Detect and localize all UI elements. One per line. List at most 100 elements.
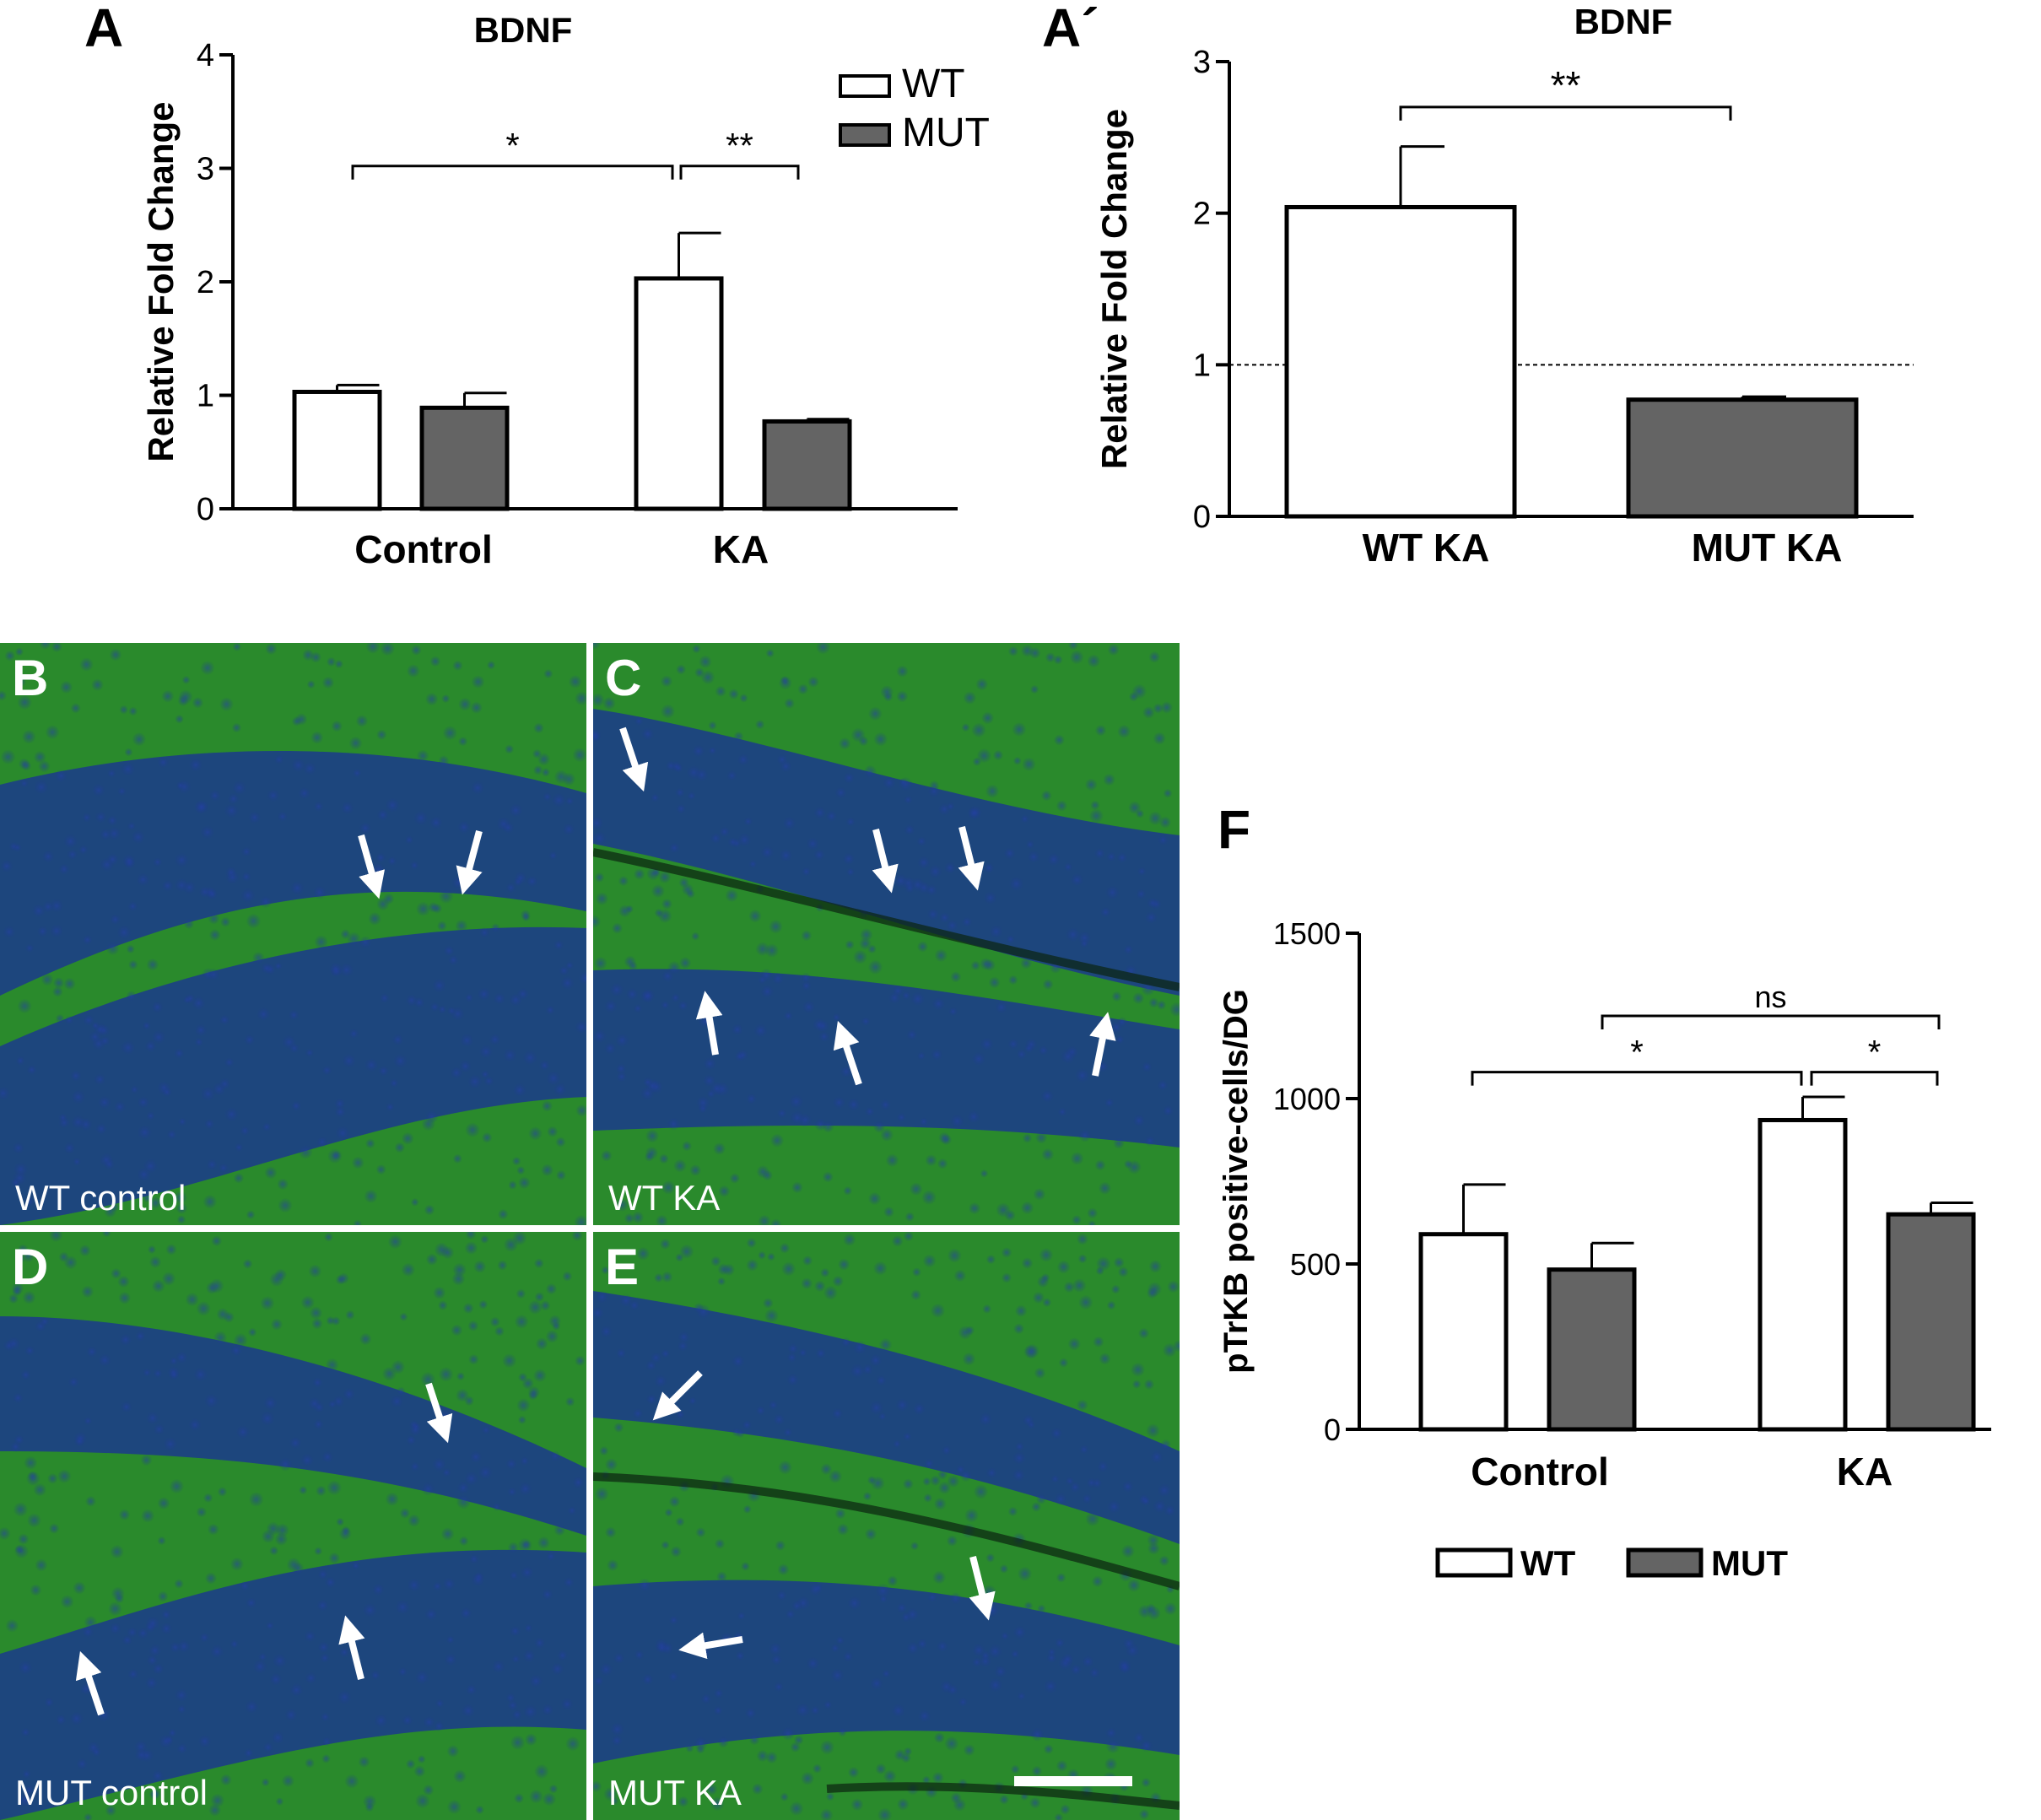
nucleus xyxy=(289,881,305,896)
nucleus xyxy=(664,1508,673,1517)
nucleus xyxy=(440,1245,455,1260)
nucleus xyxy=(795,1703,811,1718)
nucleus xyxy=(695,1526,706,1538)
nucleus xyxy=(240,888,256,904)
nucleus xyxy=(379,992,390,1004)
nucleus xyxy=(645,1129,660,1143)
nucleus xyxy=(51,643,62,653)
nucleus xyxy=(229,1639,240,1649)
nucleus xyxy=(18,1533,30,1545)
nucleus xyxy=(714,1538,726,1549)
nucleus xyxy=(17,1792,33,1808)
nucleus xyxy=(0,859,13,873)
nucleus xyxy=(3,925,16,939)
nucleus xyxy=(885,1153,899,1168)
nucleus xyxy=(15,1056,25,1066)
nucleus xyxy=(208,1803,222,1817)
nucleus xyxy=(900,1612,911,1623)
nucleus xyxy=(950,1114,964,1129)
nucleus xyxy=(174,1048,185,1059)
nucleus xyxy=(1003,847,1016,860)
nucleus xyxy=(126,991,138,1002)
nucleus xyxy=(810,1705,820,1715)
nucleus xyxy=(364,1802,375,1812)
arrow xyxy=(695,991,723,1056)
nucleus xyxy=(694,1736,708,1751)
nucleus xyxy=(1045,1652,1057,1664)
significance-label: * xyxy=(1868,1034,1882,1072)
nucleus xyxy=(194,1023,208,1037)
nucleus xyxy=(209,1644,224,1659)
nucleus xyxy=(615,1063,627,1075)
nucleus xyxy=(524,1623,533,1633)
nucleus xyxy=(762,1298,774,1309)
nucleus xyxy=(820,1463,833,1476)
nucleus xyxy=(875,1763,887,1775)
nucleus xyxy=(463,1471,479,1487)
nucleus xyxy=(244,1699,259,1715)
nucleus xyxy=(813,849,826,861)
nucleus xyxy=(633,1004,643,1013)
nucleus xyxy=(861,1364,873,1375)
nucleus xyxy=(709,1081,725,1096)
nucleus xyxy=(284,1708,298,1722)
nucleus xyxy=(324,1576,337,1589)
nucleus xyxy=(1140,1739,1153,1752)
nucleus xyxy=(1164,1504,1176,1517)
nucleus xyxy=(415,901,431,916)
nucleus xyxy=(471,1573,485,1587)
nucleus xyxy=(1029,1796,1041,1809)
nucleus xyxy=(1034,1367,1046,1380)
nucleus xyxy=(151,1001,164,1013)
nucleus xyxy=(1043,1679,1058,1694)
nucleus xyxy=(456,1481,470,1494)
nucleus xyxy=(124,1191,133,1200)
nucleus xyxy=(219,697,234,712)
nucleus xyxy=(645,1359,657,1372)
nucleus xyxy=(624,1212,635,1224)
nucleus xyxy=(260,1295,275,1311)
nucleus xyxy=(1031,1765,1043,1777)
nucleus xyxy=(1017,1691,1027,1701)
nucleus xyxy=(783,1011,794,1021)
nucleus xyxy=(1086,1477,1097,1488)
nucleus xyxy=(311,1317,323,1330)
nucleus xyxy=(1117,1266,1129,1278)
nucleus xyxy=(1123,944,1134,955)
nucleus xyxy=(147,1245,157,1254)
nucleus xyxy=(278,1197,293,1213)
nucleus xyxy=(22,1769,32,1779)
nucleus xyxy=(440,1527,455,1541)
nucleus xyxy=(417,1754,426,1764)
nucleus xyxy=(0,690,8,701)
nucleus xyxy=(473,1260,487,1273)
nucleus xyxy=(896,690,909,703)
nucleus xyxy=(533,1637,546,1650)
nucleus xyxy=(834,786,847,799)
y-tick-label: 500 xyxy=(1290,1247,1341,1282)
nucleus xyxy=(611,922,624,934)
nucleus xyxy=(78,845,89,855)
bar xyxy=(1418,1232,1509,1432)
nucleus xyxy=(423,1715,436,1729)
nucleus xyxy=(1104,1757,1118,1771)
nucleus xyxy=(405,994,418,1007)
nucleus xyxy=(457,736,468,747)
nucleus xyxy=(985,784,1000,798)
nucleus xyxy=(410,1461,420,1472)
nucleus xyxy=(522,1050,538,1066)
nucleus xyxy=(1169,1002,1180,1018)
nucleus xyxy=(319,1653,330,1664)
nucleus xyxy=(407,1578,422,1593)
nucleus xyxy=(69,1711,84,1726)
nucleus xyxy=(494,1326,505,1337)
nucleus xyxy=(943,861,957,874)
nucleus xyxy=(748,909,762,923)
nucleus xyxy=(764,1308,780,1324)
nucleus xyxy=(305,1048,315,1057)
legend-swatch xyxy=(839,123,891,147)
nucleus xyxy=(1078,1129,1092,1142)
nucleus xyxy=(828,1469,843,1484)
nucleus xyxy=(686,764,702,780)
